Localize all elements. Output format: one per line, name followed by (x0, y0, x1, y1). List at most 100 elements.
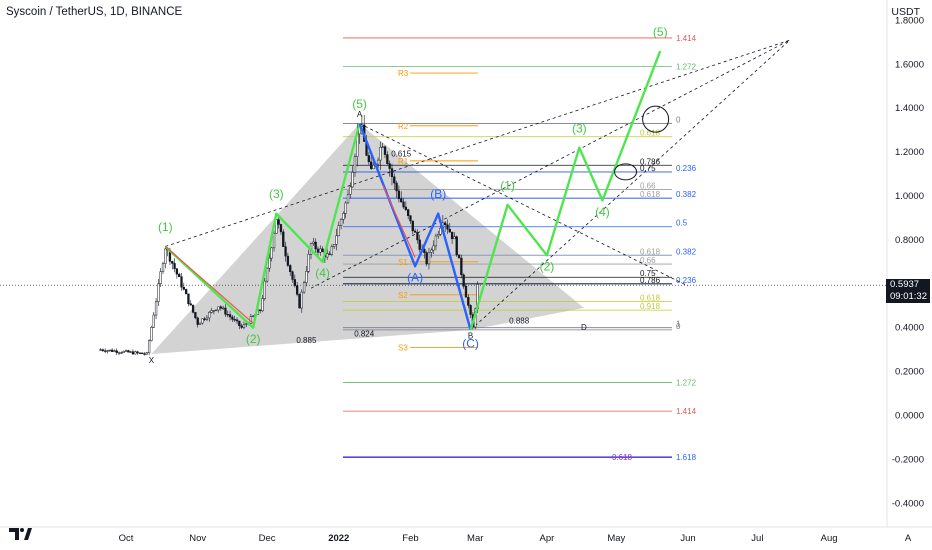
candle-body (453, 236, 456, 240)
candle-body (330, 246, 333, 255)
pattern-ratio-label: 0.888 (509, 316, 530, 325)
pattern-ratio-label: 0.824 (354, 329, 375, 338)
candle-body (386, 154, 389, 164)
candle-body (159, 271, 162, 285)
fib-retracement-label: 0.236 (676, 276, 697, 285)
candle-body (198, 322, 202, 325)
candle-body (353, 156, 357, 173)
candle-body (268, 257, 271, 269)
fib-retracement-label: 1 (676, 320, 681, 329)
target-highlight-circle (642, 105, 670, 133)
candle-body (104, 350, 107, 352)
candle-body (182, 286, 185, 290)
fib-extension-label: 1.414 (676, 407, 697, 416)
wave-label: (C) (462, 336, 479, 350)
pattern-ratio-label: 0.615 (391, 149, 412, 158)
candle-body (106, 350, 109, 352)
fib-retracement-label: 0.75 (640, 269, 656, 278)
x-axis-tick-label: May (607, 533, 625, 544)
bar-countdown: 09:01:32 (890, 291, 927, 302)
y-axis-tick-label: 0.4000 (895, 323, 924, 334)
candle-body (238, 320, 241, 327)
candle-body (312, 241, 315, 244)
candle-body (284, 246, 287, 257)
pattern-point-label: X (149, 356, 155, 365)
pivot-level-label: R2 (398, 122, 409, 131)
projection-trend-line (359, 123, 689, 287)
candle-body (289, 265, 292, 273)
pivot-level-label: S2 (398, 291, 408, 300)
candle-body (383, 146, 387, 155)
projection-trend-line (165, 39, 790, 247)
candle-body (152, 314, 155, 328)
candle-body (457, 254, 461, 259)
candle-body (263, 280, 266, 299)
fib-retracement-label: 0 (676, 116, 681, 125)
candle-body (432, 245, 435, 251)
candle-body (242, 324, 246, 328)
candle-body (469, 305, 472, 315)
candle-body (127, 350, 130, 353)
candle-body (194, 312, 197, 319)
current-price-tag: 0.5937 09:01:32 (886, 279, 930, 303)
candle-body (191, 304, 195, 313)
candle-body (117, 352, 121, 354)
candle-body (328, 253, 331, 255)
candle-body (145, 352, 148, 355)
candle-body (326, 253, 329, 258)
candle-body (314, 241, 317, 250)
candle-body (346, 193, 350, 204)
candle-body (173, 263, 176, 270)
candle-body (134, 351, 137, 355)
candle-body (228, 314, 232, 318)
candle-body (413, 230, 417, 233)
candle-body (224, 307, 227, 315)
x-axis-tick-label: Nov (189, 533, 206, 544)
candle-body (450, 231, 454, 240)
candle-body (147, 340, 151, 353)
candle-body (395, 182, 398, 192)
candle-body (122, 351, 125, 353)
fib-retracement-label: 0.618 (640, 247, 661, 256)
x-axis-tick-label: 2022 (328, 533, 349, 544)
y-axis-tick-label: 1.4000 (895, 103, 924, 114)
candle-body (351, 172, 354, 188)
correction-line (164, 246, 254, 324)
candle-body (316, 248, 320, 253)
candle-body (233, 319, 236, 321)
candle-body (245, 323, 248, 325)
candle-body (425, 252, 428, 265)
candle-body (205, 317, 209, 320)
wave-label: (4) (315, 266, 330, 280)
candle-body (467, 296, 470, 306)
y-axis-tick-label: 1.6000 (895, 59, 924, 70)
fib-retracement-label: 0 (676, 322, 681, 331)
candle-body (339, 219, 343, 226)
wave-label: (1) (500, 178, 515, 192)
candle-body (136, 351, 139, 354)
candle-body (275, 219, 278, 234)
wave-label: (A) (407, 271, 423, 285)
candle-body (196, 317, 199, 325)
x-axis-tick-label: Apr (540, 533, 555, 544)
candle-body (397, 190, 401, 199)
candle-body (277, 219, 280, 225)
candle-body (101, 349, 105, 351)
candle-body (379, 147, 382, 161)
x-axis-tick-label: Jul (751, 533, 763, 544)
candle-body (337, 225, 340, 237)
candle-body (108, 349, 111, 352)
candle-body (120, 352, 123, 354)
candle-body (444, 222, 447, 226)
wave-label: (4) (595, 205, 610, 219)
tradingview-logo-icon[interactable] (7, 526, 33, 542)
candle-body (154, 301, 158, 316)
candle-body (99, 349, 102, 351)
candle-body (430, 249, 433, 253)
auto-scale-button[interactable]: A (905, 533, 912, 544)
candle-body (226, 314, 229, 316)
wave-label: (3) (572, 121, 587, 135)
candle-body (302, 282, 306, 293)
wave-label: (1) (158, 220, 173, 234)
